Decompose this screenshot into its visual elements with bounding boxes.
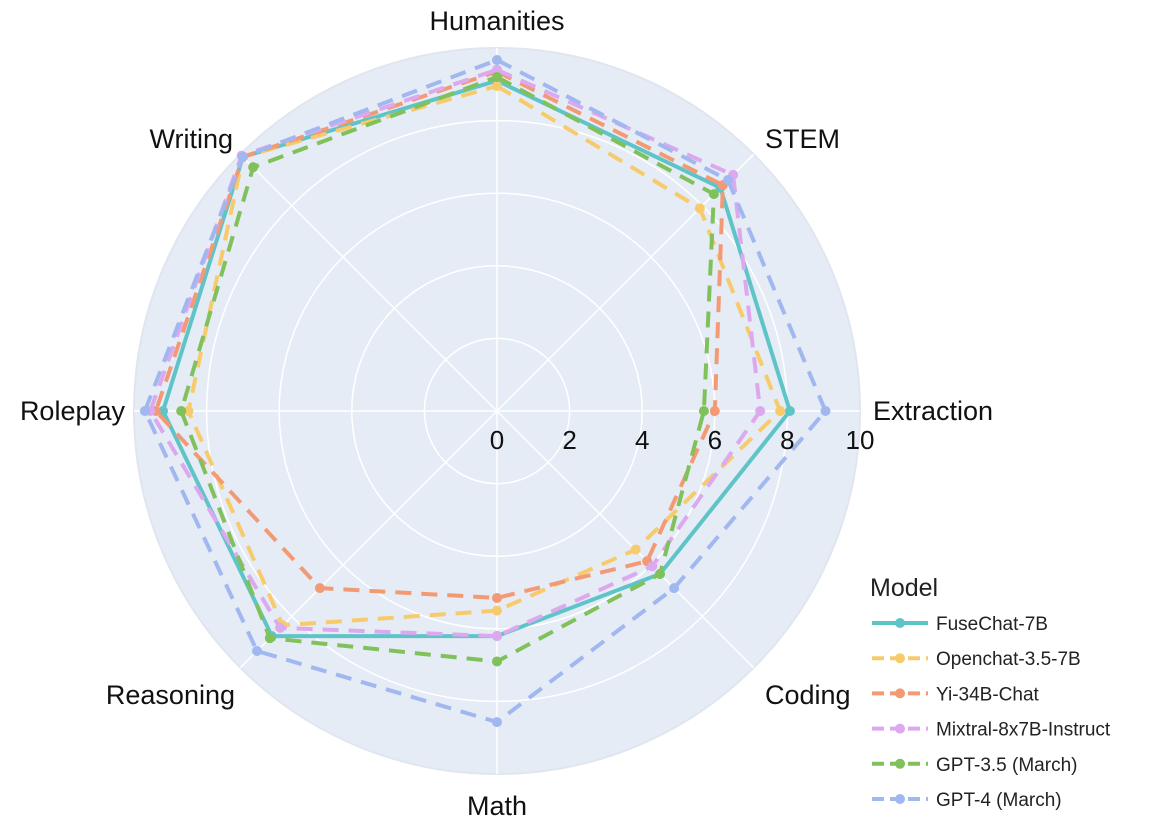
category-label: Reasoning — [106, 680, 235, 710]
data-point — [647, 561, 658, 572]
category-label: Extraction — [873, 396, 993, 426]
data-point — [630, 544, 641, 555]
radial-tick-label: 6 — [708, 425, 722, 455]
radial-tick-label: 0 — [490, 425, 504, 455]
data-point — [669, 583, 680, 594]
radial-tick-label: 4 — [635, 425, 649, 455]
category-label: Coding — [765, 680, 851, 710]
legend-label: Mixtral-8x7B-Instruct — [936, 720, 1111, 741]
data-point — [492, 592, 502, 603]
category-label: STEM — [765, 124, 840, 154]
legend-label: FuseChat-7B — [936, 614, 1048, 635]
legend-item: Openchat-3.5-7B — [872, 649, 1081, 670]
data-point — [492, 64, 502, 75]
data-point — [248, 162, 259, 173]
legend-marker — [895, 758, 905, 769]
radial-tick-label: 2 — [562, 425, 576, 455]
series-layer — [139, 54, 831, 728]
data-point — [492, 631, 502, 642]
legend-marker — [895, 653, 905, 664]
legend-marker — [895, 618, 905, 628]
series-gpt-4-march- — [139, 54, 831, 728]
angular-gridline — [239, 153, 498, 412]
data-point — [820, 406, 831, 416]
category-label: Writing — [149, 124, 233, 154]
data-point — [708, 189, 719, 200]
legend-marker — [895, 723, 905, 734]
legend-label: Openchat-3.5-7B — [936, 649, 1081, 670]
data-point — [252, 645, 263, 656]
data-point — [654, 568, 665, 579]
data-point — [176, 406, 187, 416]
legend-item: Mixtral-8x7B-Instruct — [872, 720, 1111, 741]
data-point — [698, 406, 709, 416]
series-gpt-3-5-march- — [176, 72, 719, 667]
radial-tick-label: 8 — [780, 425, 794, 455]
data-point — [492, 81, 502, 92]
data-point — [275, 622, 286, 633]
radial-tick-label: 10 — [846, 425, 875, 455]
data-point — [314, 583, 325, 594]
angular-gridline — [496, 410, 755, 669]
data-point — [492, 54, 502, 65]
legend-item: Yi-34B-Chat — [872, 684, 1040, 705]
data-point — [492, 72, 502, 83]
legend-item: GPT-3.5 (March) — [872, 755, 1077, 776]
legend-item: FuseChat-7B — [872, 614, 1048, 635]
legend-label: Yi-34B-Chat — [936, 684, 1040, 705]
data-point — [723, 174, 734, 185]
data-point — [492, 605, 502, 616]
data-point — [775, 406, 786, 416]
category-label: Math — [467, 791, 527, 821]
data-point — [694, 203, 705, 214]
legend-marker — [895, 794, 905, 804]
legend-marker — [895, 688, 905, 699]
data-point — [139, 406, 150, 416]
legend-item: GPT-4 (March) — [872, 790, 1062, 811]
data-point — [709, 406, 720, 416]
data-point — [183, 406, 194, 416]
data-point — [492, 717, 502, 728]
data-point — [784, 406, 795, 416]
polar-grid — [133, 47, 861, 775]
data-point — [264, 633, 275, 644]
legend-title: Model — [870, 574, 938, 602]
legend: Model FuseChat-7B Openchat-3.5-7B Yi-34B-Ch… — [870, 574, 1111, 811]
data-point — [237, 151, 248, 162]
legend-label: GPT-3.5 (March) — [936, 755, 1077, 776]
category-label: Humanities — [429, 6, 564, 36]
data-point — [492, 656, 502, 667]
legend-label: GPT-4 (March) — [936, 790, 1062, 811]
category-label: Roleplay — [20, 396, 126, 426]
data-point — [755, 406, 766, 416]
axis-labels: 0 2 4 6 8 10 Humanities STEM Extraction Coding Mat… — [20, 6, 993, 821]
